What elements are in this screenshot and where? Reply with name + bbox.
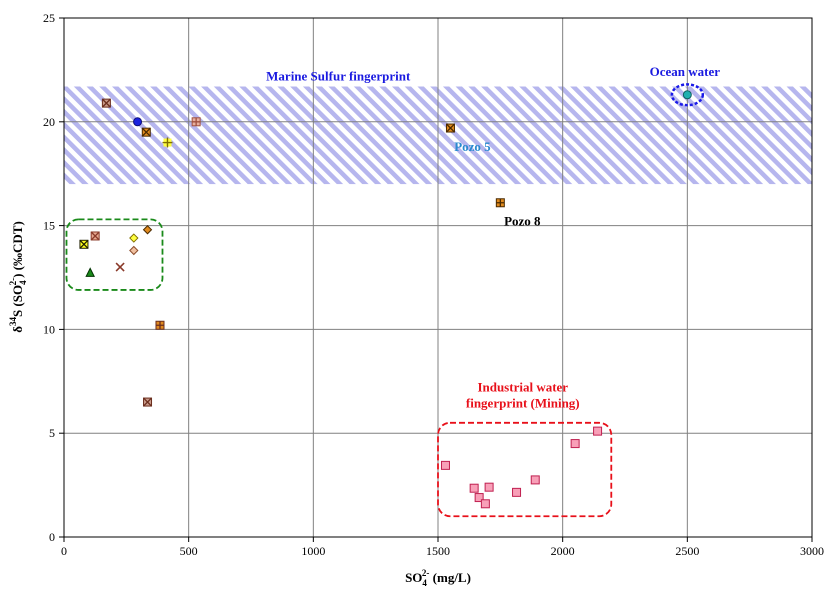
y-tick-label-0: 0 <box>49 530 55 544</box>
data-point-8 <box>79 239 89 249</box>
data-point-16 <box>143 397 153 407</box>
data-point-14 <box>142 225 153 235</box>
x-tick-label-0: 0 <box>61 544 67 558</box>
y-tick-label-4: 20 <box>43 115 55 129</box>
data-point-7 <box>682 90 692 100</box>
x-tick-label-5: 2500 <box>675 544 699 558</box>
data-point-23 <box>530 475 540 485</box>
data-point-9 <box>90 231 100 241</box>
x-axis-title: SO42- (mg/L) <box>405 568 471 588</box>
data-point-12 <box>129 233 139 243</box>
data-point-11 <box>115 262 125 272</box>
y-tick-label-5: 25 <box>43 11 55 25</box>
data-point-22 <box>512 487 522 497</box>
data-point-6 <box>495 198 505 208</box>
x-tick-label-2: 1000 <box>301 544 325 558</box>
pozo8-label: Pozo 8 <box>504 214 541 229</box>
data-point-20 <box>480 499 490 509</box>
marine-sulfur-label: Marine Sulfur fingerprint <box>266 68 411 83</box>
points-layer <box>79 90 692 509</box>
x-tick-label-3: 1500 <box>426 544 450 558</box>
y-tick-label-1: 5 <box>49 426 55 440</box>
data-point-1 <box>133 117 143 127</box>
annotations-layer: Marine Sulfur fingerprint Ocean water Pozo… <box>266 64 720 410</box>
data-point-10 <box>85 267 95 277</box>
data-point-19 <box>474 493 484 503</box>
industrial-region <box>437 421 613 518</box>
industrial-label-line2: fingerprint (Mining) <box>466 395 580 410</box>
ticks-layer: 0 500 1000 1500 2000 2500 3000 0 5 10 15 20 25 <box>43 11 824 558</box>
x-tick-label-6: 3000 <box>800 544 824 558</box>
data-point-17 <box>440 460 450 470</box>
data-point-5 <box>445 123 455 133</box>
industrial-label-line1: Industrial water <box>477 380 568 395</box>
data-point-15 <box>155 320 165 330</box>
data-point-2 <box>141 127 151 137</box>
pozo5-label: Pozo 5 <box>454 139 491 154</box>
ocean-water-ring <box>670 83 705 107</box>
grid-layer <box>63 17 813 538</box>
data-point-21 <box>484 482 494 492</box>
regions-layer <box>65 83 705 518</box>
data-point-24 <box>570 439 580 449</box>
x-tick-label-4: 2000 <box>551 544 575 558</box>
data-point-18 <box>469 483 479 493</box>
y-axis-title: δ34S (SO42-) (‰CDT) <box>8 221 28 333</box>
green-cluster-region <box>65 218 164 291</box>
ocean-water-label: Ocean water <box>650 64 721 79</box>
data-point-3 <box>162 137 173 148</box>
data-point-0 <box>101 98 111 108</box>
x-tick-label-1: 500 <box>180 544 198 558</box>
data-point-25 <box>593 426 603 436</box>
data-point-13 <box>129 245 139 256</box>
y-tick-label-2: 10 <box>43 322 55 336</box>
y-tick-label-3: 15 <box>43 219 55 233</box>
data-point-4 <box>191 117 201 127</box>
